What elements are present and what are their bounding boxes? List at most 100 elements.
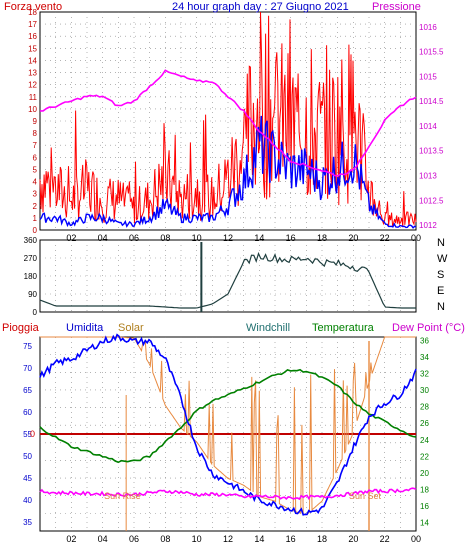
panel2-grid [40, 240, 416, 312]
y-tick-humidity: 35 [23, 518, 32, 527]
y-tick-direction: 180 [24, 272, 38, 281]
y-tick-wind: 2 [33, 202, 38, 211]
x-tick-label: 14 [254, 233, 264, 243]
wind-direction-line [39, 251, 416, 309]
x-tick-label: 06 [129, 233, 139, 243]
y-tick-wind: 8 [33, 129, 38, 138]
rain-label: Pioggia [2, 322, 40, 334]
pressure-line [40, 69, 417, 177]
dew-point-label: Dew Point (°C) [392, 322, 465, 334]
y-tick-pressure: 1014 [419, 122, 437, 131]
x-tick-label: 00 [411, 534, 421, 544]
y-tick-wind: 11 [29, 93, 38, 102]
x-tick-label: 12 [223, 534, 233, 544]
y-tick-temperature: 14 [420, 519, 429, 528]
y-tick-temperature: 18 [420, 486, 429, 495]
y-tick-humidity: 70 [23, 364, 32, 373]
y-tick-temperature: 22 [420, 452, 429, 461]
x-tick-label: 16 [286, 233, 296, 243]
y-tick-temperature: 28 [420, 403, 429, 412]
y-tick-wind: 7 [33, 141, 38, 150]
y-tick-humidity: 45 [23, 474, 32, 483]
wind-force-label: Forza vento [4, 1, 62, 13]
solar-line [40, 336, 416, 516]
y-tick-pressure: 1016 [419, 23, 437, 32]
y-tick-pressure: 1013 [419, 172, 437, 181]
y-tick-temperature: 34 [420, 353, 429, 362]
compass-label: E [437, 285, 444, 297]
y-tick-pressure: 1012.5 [419, 196, 444, 205]
y-tick-direction: 360 [24, 236, 38, 245]
panel1-series [39, 11, 417, 229]
y-tick-wind: 10 [28, 105, 37, 114]
y-tick-pressure: 1015.5 [419, 48, 444, 57]
y-tick-wind: 4 [33, 178, 38, 187]
compass-label: W [437, 253, 448, 265]
compass-label: S [437, 269, 444, 281]
y-tick-wind: 18 [28, 8, 37, 17]
y-tick-wind: 17 [28, 20, 37, 29]
y-tick-wind: 13 [28, 69, 37, 78]
x-tick-label: 22 [380, 233, 390, 243]
y-tick-pressure: 1013.5 [419, 147, 444, 156]
y-tick-pressure: 1015 [419, 72, 437, 81]
x-tick-label: 04 [98, 233, 108, 243]
y-tick-pressure: 1014.5 [419, 97, 444, 106]
y-tick-humidity: 75 [23, 342, 32, 351]
y-tick-wind: 3 [33, 190, 38, 199]
y-tick-direction: 90 [28, 290, 37, 299]
x-tick-label: 14 [254, 534, 264, 544]
solar-label: Solar [118, 322, 144, 334]
graph-title: 24 hour graph day : 27 Giugno 2021 [172, 1, 349, 13]
y-tick-humidity: 60 [23, 408, 32, 417]
y-tick-wind: 12 [28, 81, 37, 90]
x-tick-label: 20 [348, 534, 358, 544]
dew-point-line [39, 487, 417, 501]
wind-gust-line [39, 11, 417, 228]
y-tick-wind: 16 [28, 32, 37, 41]
y-tick-humidity: 55 [23, 430, 32, 439]
humidity-line [39, 333, 417, 516]
y-tick-wind: 15 [28, 44, 37, 53]
y-tick-temperature: 36 [420, 336, 429, 345]
y-tick-wind: 6 [33, 153, 38, 162]
compass-label: N [437, 237, 445, 249]
x-tick-label: 16 [286, 534, 296, 544]
pressure-label: Pressione [372, 1, 421, 13]
y-tick-wind: 5 [33, 165, 38, 174]
x-tick-label: 08 [160, 233, 170, 243]
sun-rise-label: Sun Rise [104, 491, 141, 501]
y-tick-wind: 1 [33, 214, 38, 223]
windchill-label: Windchill [246, 322, 290, 334]
x-tick-label: 00 [411, 233, 421, 243]
panel3-series [39, 333, 417, 531]
x-tick-label: 08 [160, 534, 170, 544]
temperature-line [39, 368, 417, 464]
y-tick-wind: 9 [33, 117, 38, 126]
y-tick-wind: 0 [33, 226, 38, 235]
y-tick-temperature: 16 [420, 502, 429, 511]
panel2-series [39, 242, 416, 312]
y-tick-wind: 14 [28, 56, 37, 65]
sun-set-label: Sun Set [349, 491, 382, 501]
y-tick-humidity: 50 [23, 452, 32, 461]
x-tick-label: 12 [223, 233, 233, 243]
wind-average-line [39, 115, 417, 229]
y-tick-direction: 0 [33, 308, 38, 317]
x-tick-label: 18 [317, 534, 327, 544]
x-tick-label: 22 [380, 534, 390, 544]
humidity-label: Umidita [66, 322, 104, 334]
x-tick-label: 18 [317, 233, 327, 243]
x-tick-label: 02 [66, 534, 76, 544]
rain-zero-label: 0 [30, 429, 35, 439]
compass-label: N [437, 301, 445, 313]
x-tick-label: 10 [192, 534, 202, 544]
temperature-label: Temperatura [312, 322, 375, 334]
x-tick-label: 10 [192, 233, 202, 243]
y-tick-temperature: 24 [420, 436, 429, 445]
x-tick-label: 06 [129, 534, 139, 544]
y-tick-pressure: 1012 [419, 221, 437, 230]
